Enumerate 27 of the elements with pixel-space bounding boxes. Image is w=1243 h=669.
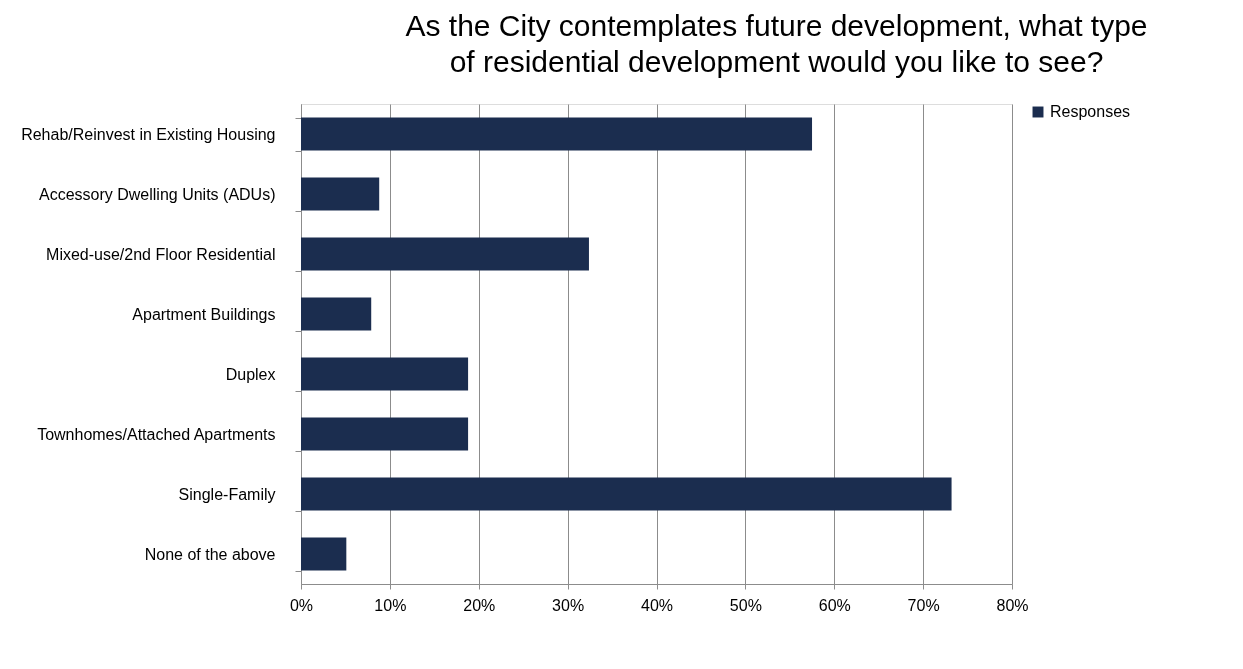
x-tick-label: 20% bbox=[463, 596, 496, 614]
x-tick-label: 50% bbox=[729, 596, 762, 614]
x-tick-label: 30% bbox=[552, 596, 585, 614]
y-tick-label: Accessory Dwelling Units (ADUs) bbox=[39, 185, 276, 203]
bar bbox=[301, 357, 469, 391]
chart-title: As the City contemplates future development, what type of residential development would you like to see? bbox=[405, 9, 1148, 78]
bar bbox=[301, 177, 380, 211]
bar bbox=[301, 117, 813, 151]
y-tick-label: Townhomes/Attached Apartments bbox=[37, 425, 276, 443]
y-tick-label: Single-Family bbox=[178, 485, 276, 503]
y-tick-label: Mixed-use/2nd Floor Residential bbox=[46, 245, 276, 263]
legend-label: Responses bbox=[1050, 103, 1131, 120]
y-tick-label: Rehab/Reinvest in Existing Housing bbox=[21, 125, 276, 143]
bar bbox=[301, 417, 469, 451]
x-tick-label: 70% bbox=[907, 596, 940, 614]
x-tick-label: 0% bbox=[289, 596, 314, 614]
x-tick-label: 80% bbox=[996, 596, 1029, 614]
x-tick-label: 40% bbox=[640, 596, 674, 614]
bar bbox=[301, 297, 372, 331]
x-tick-label: 10% bbox=[374, 596, 407, 614]
y-tick-label: None of the above bbox=[144, 545, 276, 563]
bar bbox=[301, 237, 589, 271]
y-tick-label: Apartment Buildings bbox=[132, 305, 276, 323]
x-tick-label: 60% bbox=[818, 596, 851, 614]
bar bbox=[301, 477, 952, 511]
y-tick-label: Duplex bbox=[225, 365, 276, 383]
bar bbox=[301, 537, 347, 571]
